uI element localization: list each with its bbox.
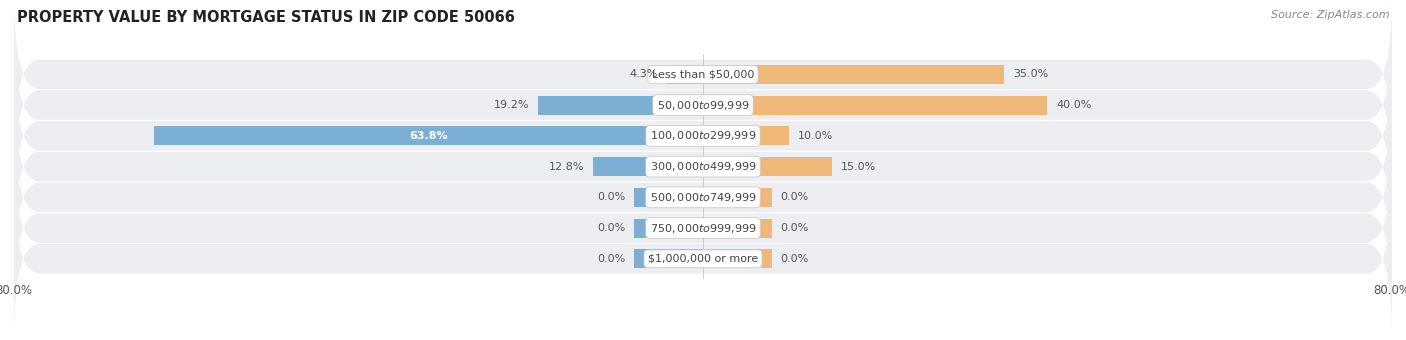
Text: 10.0%: 10.0%	[797, 131, 832, 141]
Bar	[153, 126, 703, 146]
Text: 0.0%: 0.0%	[598, 192, 626, 202]
Bar	[703, 157, 832, 176]
FancyBboxPatch shape	[14, 120, 1392, 275]
Text: 0.0%: 0.0%	[598, 254, 626, 264]
Bar	[666, 65, 703, 84]
Text: 19.2%: 19.2%	[494, 100, 529, 110]
Text: Less than $50,000: Less than $50,000	[652, 69, 754, 79]
Text: 0.0%: 0.0%	[780, 254, 808, 264]
Bar	[703, 96, 1047, 115]
FancyBboxPatch shape	[14, 0, 1392, 152]
Text: $1,000,000 or more: $1,000,000 or more	[648, 254, 758, 264]
Bar	[703, 249, 772, 268]
Bar	[634, 249, 703, 268]
Text: $100,000 to $299,999: $100,000 to $299,999	[650, 129, 756, 142]
Text: 63.8%: 63.8%	[409, 131, 447, 141]
Bar	[703, 126, 789, 146]
Text: 0.0%: 0.0%	[780, 192, 808, 202]
Text: PROPERTY VALUE BY MORTGAGE STATUS IN ZIP CODE 50066: PROPERTY VALUE BY MORTGAGE STATUS IN ZIP…	[17, 10, 515, 25]
Bar	[703, 219, 772, 238]
Text: 40.0%: 40.0%	[1056, 100, 1091, 110]
Text: 15.0%: 15.0%	[841, 162, 876, 172]
FancyBboxPatch shape	[14, 58, 1392, 213]
Text: 4.3%: 4.3%	[628, 69, 658, 79]
FancyBboxPatch shape	[14, 181, 1392, 336]
FancyBboxPatch shape	[14, 151, 1392, 306]
Bar	[593, 157, 703, 176]
Bar	[703, 65, 1004, 84]
FancyBboxPatch shape	[14, 28, 1392, 183]
FancyBboxPatch shape	[14, 89, 1392, 244]
Text: 0.0%: 0.0%	[598, 223, 626, 233]
Text: 0.0%: 0.0%	[780, 223, 808, 233]
Text: $500,000 to $749,999: $500,000 to $749,999	[650, 191, 756, 204]
Text: $750,000 to $999,999: $750,000 to $999,999	[650, 222, 756, 235]
Text: $50,000 to $99,999: $50,000 to $99,999	[657, 99, 749, 112]
Bar	[634, 188, 703, 207]
Text: 35.0%: 35.0%	[1012, 69, 1049, 79]
Bar	[634, 219, 703, 238]
Bar	[703, 188, 772, 207]
Text: $300,000 to $499,999: $300,000 to $499,999	[650, 160, 756, 173]
Bar	[537, 96, 703, 115]
Text: 12.8%: 12.8%	[548, 162, 583, 172]
Text: Source: ZipAtlas.com: Source: ZipAtlas.com	[1271, 10, 1389, 20]
